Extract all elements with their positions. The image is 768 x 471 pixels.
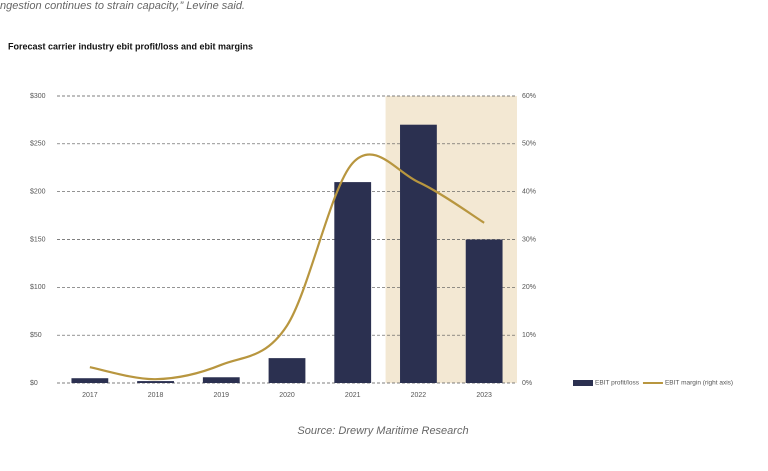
y2-tick-label: 50% — [522, 141, 536, 148]
bar — [71, 378, 109, 383]
bar — [334, 182, 372, 383]
bar — [202, 377, 240, 383]
y2-tick-label: 10% — [522, 332, 536, 339]
y-tick-label: $0 — [30, 380, 38, 387]
y-tick-label: $100 — [30, 284, 46, 291]
source: Source: Drewry Maritime Research — [297, 425, 468, 437]
x-tick-label: 2017 — [82, 392, 98, 399]
y-tick-label: $300 — [30, 93, 46, 100]
bar — [400, 124, 437, 383]
y-tick-label: $250 — [30, 141, 46, 148]
y2-tick-label: 60% — [522, 93, 536, 100]
intro-text: ngestion continues to strain capacity,” … — [0, 0, 245, 12]
x-tick-label: 2020 — [279, 392, 295, 399]
bar — [137, 381, 174, 383]
x-tick-label: 2022 — [411, 392, 427, 399]
x-tick-label: 2018 — [148, 392, 164, 399]
y2-tick-label: 0% — [522, 380, 532, 387]
y-tick-label: $150 — [30, 236, 46, 243]
y-tick-label: $50 — [30, 332, 42, 339]
y-tick-label: $200 — [30, 189, 46, 196]
y2-tick-label: 40% — [522, 189, 536, 196]
x-tick-label: 2019 — [213, 392, 229, 399]
margin-line — [89, 153, 485, 381]
legend-label: EBIT profit/loss — [595, 380, 640, 387]
legend-swatch — [573, 380, 593, 386]
chart-title: Forecast carrier industry ebit profit/lo… — [8, 41, 253, 51]
bar — [465, 239, 503, 383]
y2-tick-label: 30% — [522, 236, 536, 243]
bar — [268, 358, 306, 383]
y2-tick-label: 20% — [522, 284, 536, 291]
legend-label: EBIT margin (right axis) — [665, 380, 733, 387]
x-tick-label: 2023 — [476, 392, 492, 399]
x-tick-label: 2021 — [345, 392, 361, 399]
